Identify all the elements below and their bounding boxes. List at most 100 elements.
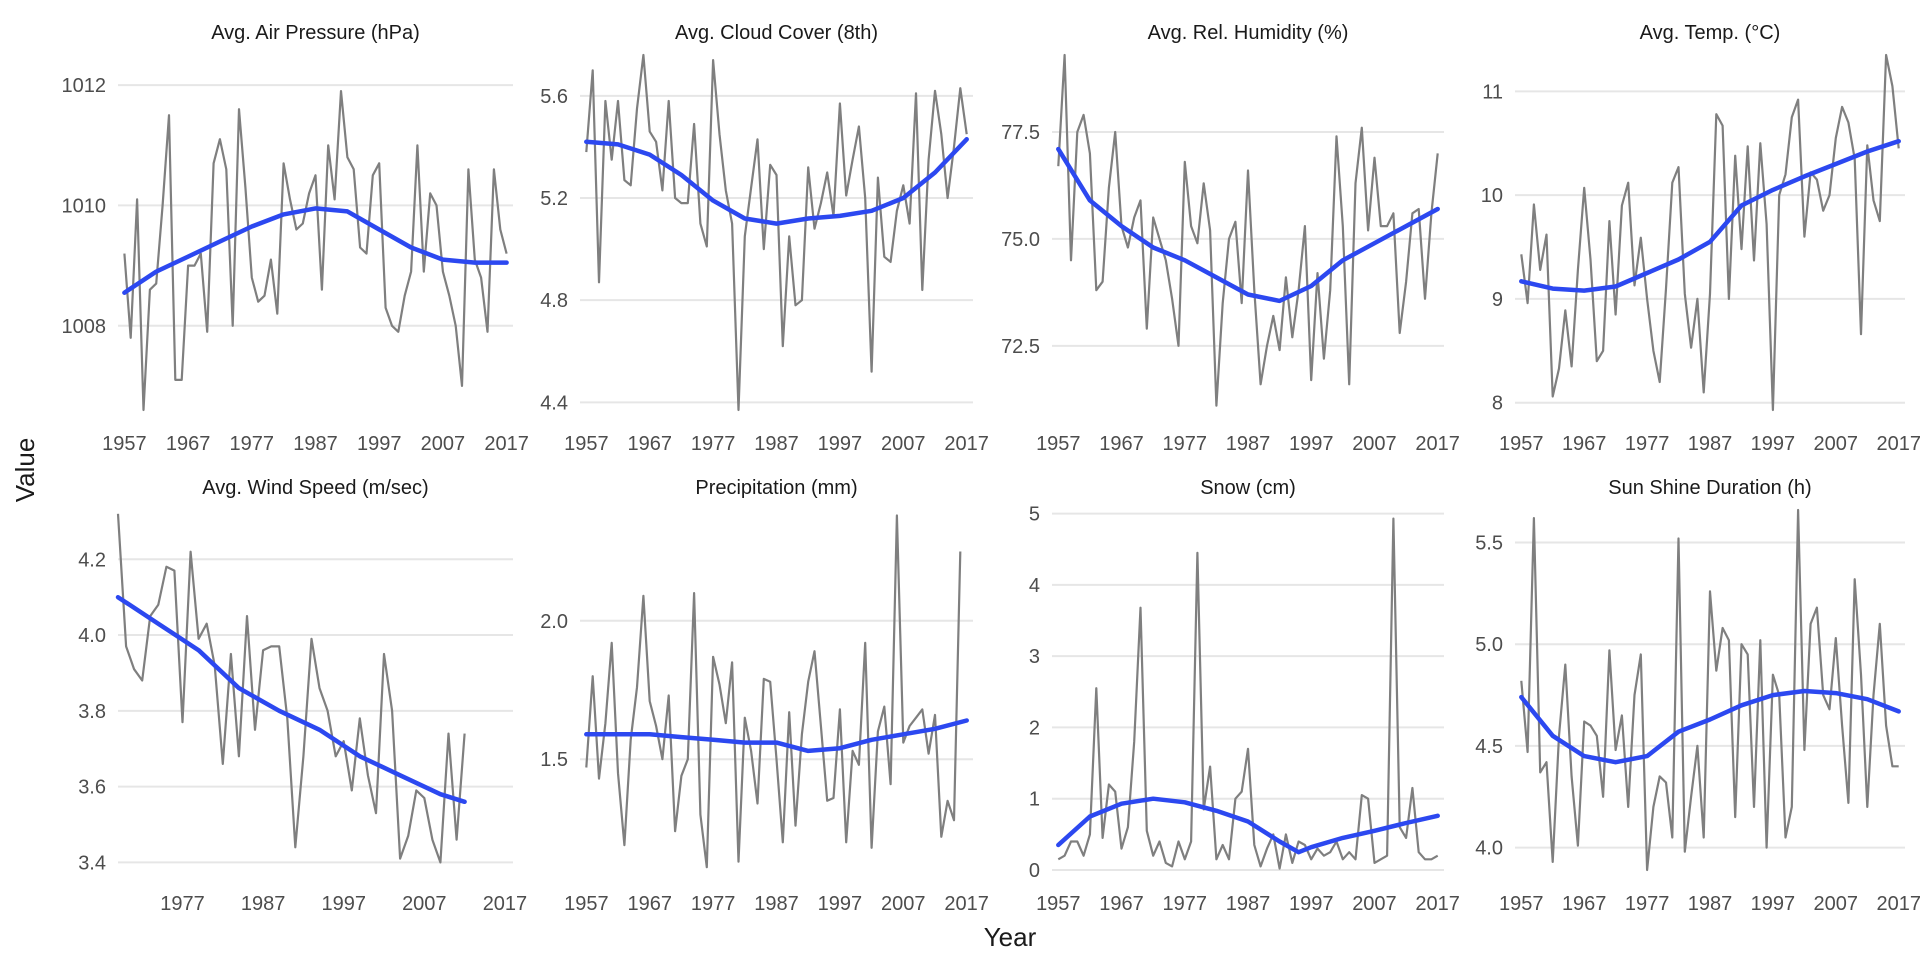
panel-title: Sun Shine Duration (h) [1608,477,1811,499]
panel-title: Avg. Temp. (°C) [1640,22,1781,44]
raw-series-line [123,89,508,412]
panel-title: Precipitation (mm) [695,477,857,499]
x-tick-label: 1997 [321,893,366,915]
x-tick-label: 1977 [230,433,275,455]
x-tick-label: 2007 [402,893,447,915]
panel-3: 72.5 75.0 77.5 1957 1967 1977 1987 1997 2007 2017… [1001,22,1460,455]
y-tick-label: 3.6 [78,777,106,799]
x-tick-label: 1997 [1289,893,1334,915]
panel-8: 4.0 4.5 5.0 5.5 1957 1967 1977 1987 1997 2007 2017… [1475,477,1920,915]
panel-6: 1.5 2.0 1957 1967 1977 1987 1997 2007 2017 Precip… [540,477,989,915]
x-tick-label: 2007 [1814,433,1859,455]
raw-series-line [1057,53,1439,407]
raw-series-line [1520,508,1899,872]
y-tick-label: 72.5 [1001,336,1040,358]
trend-line [1519,688,1901,765]
x-tick-label: 1997 [818,893,863,915]
panel-title: Snow (cm) [1200,477,1296,499]
x-tick-label: 2017 [1876,893,1920,915]
x-tick-label: 1987 [1226,433,1271,455]
raw-series-line [1520,53,1900,412]
y-tick-label: 1010 [62,195,107,217]
x-tick-label: 1957 [564,433,609,455]
trend-line [1519,138,1901,293]
y-tick-label: 1 [1029,789,1040,811]
y-tick-label: 10 [1481,185,1503,207]
x-tick-label: 1967 [1562,433,1607,455]
panel-1: 1008 1010 1012 1957 1967 1977 1987 1997 2007 2017… [62,22,529,455]
panel-title: Avg. Air Pressure (hPa) [211,22,420,44]
x-axis-title: Year [984,922,1037,952]
x-tick-label: 2017 [1415,433,1460,455]
x-tick-label: 2007 [421,433,466,455]
y-tick-label: 3 [1029,646,1040,668]
x-tick-label: 1957 [1036,433,1081,455]
x-tick-label: 1957 [1499,433,1544,455]
x-tick-label: 1997 [357,433,402,455]
y-tick-label: 4.8 [540,290,568,312]
trend-line [122,206,509,295]
y-tick-label: 4.0 [78,625,106,647]
panel-title: Avg. Cloud Cover (8th) [675,22,878,44]
x-tick-label: 1987 [754,893,799,915]
x-tick-label: 1957 [1036,893,1081,915]
x-tick-label: 1997 [1751,433,1796,455]
y-tick-label: 9 [1492,289,1503,311]
x-tick-label: 1987 [241,893,286,915]
panel-title: Avg. Wind Speed (m/sec) [202,477,428,499]
y-tick-label: 11 [1482,81,1503,103]
y-tick-label: 4.0 [1475,838,1503,860]
x-tick-label: 1987 [1226,893,1271,915]
y-tick-label: 3.8 [78,701,106,723]
x-tick-label: 1967 [1099,433,1144,455]
y-tick-label: 5 [1029,504,1040,526]
y-axis-title: Value [10,438,40,503]
x-tick-label: 2007 [881,893,926,915]
x-tick-label: 2007 [1352,893,1397,915]
x-tick-label: 1987 [754,433,799,455]
y-tick-label: 5.5 [1475,533,1503,555]
y-tick-label: 4 [1029,575,1040,597]
x-tick-label: 2017 [483,893,528,915]
x-tick-label: 2017 [1415,893,1460,915]
x-tick-label: 2017 [944,893,989,915]
x-tick-label: 2007 [1352,433,1397,455]
y-tick-label: 5.6 [540,86,568,108]
x-tick-label: 1987 [1688,893,1733,915]
trend-line [1056,796,1440,855]
x-tick-label: 1977 [1163,893,1208,915]
raw-series-line [1057,517,1439,870]
raw-series-line [116,513,466,864]
panel-title: Avg. Rel. Humidity (%) [1148,22,1349,44]
y-tick-label: 8 [1492,393,1503,415]
y-tick-label: 2 [1029,717,1040,739]
y-tick-label: 4.4 [540,392,568,414]
x-tick-label: 1967 [1099,893,1144,915]
trend-line [1056,146,1440,304]
y-tick-label: 1.5 [540,749,568,771]
panel-2: 4.4 4.8 5.2 5.6 1957 1967 1977 1987 1997 2007 2017… [540,22,989,455]
raw-series-line [585,514,962,869]
x-tick-label: 1997 [818,433,863,455]
x-tick-label: 1977 [1163,433,1208,455]
x-tick-label: 1987 [293,433,338,455]
x-tick-label: 1967 [627,433,672,455]
x-tick-label: 1977 [691,433,736,455]
raw-series-line [585,53,968,412]
trend-line [584,137,969,226]
x-tick-label: 1967 [627,893,672,915]
x-tick-label: 1967 [166,433,211,455]
x-tick-label: 1977 [691,893,736,915]
panel-7: 0 1 2 3 4 5 1957 1967 1977 1987 1997 2007 2017 Snow (… [1029,477,1460,915]
y-tick-label: 1008 [62,316,107,338]
x-tick-label: 1977 [1625,433,1670,455]
x-tick-label: 1987 [1688,433,1733,455]
y-tick-label: 77.5 [1001,122,1040,144]
x-tick-label: 2017 [1876,433,1920,455]
y-tick-label: 75.0 [1001,229,1040,251]
x-tick-label: 2007 [881,433,926,455]
x-tick-label: 1997 [1751,893,1796,915]
x-tick-label: 1957 [102,433,147,455]
